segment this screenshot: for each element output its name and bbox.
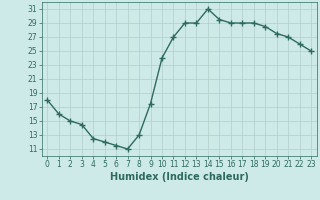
X-axis label: Humidex (Indice chaleur): Humidex (Indice chaleur) [110,172,249,182]
